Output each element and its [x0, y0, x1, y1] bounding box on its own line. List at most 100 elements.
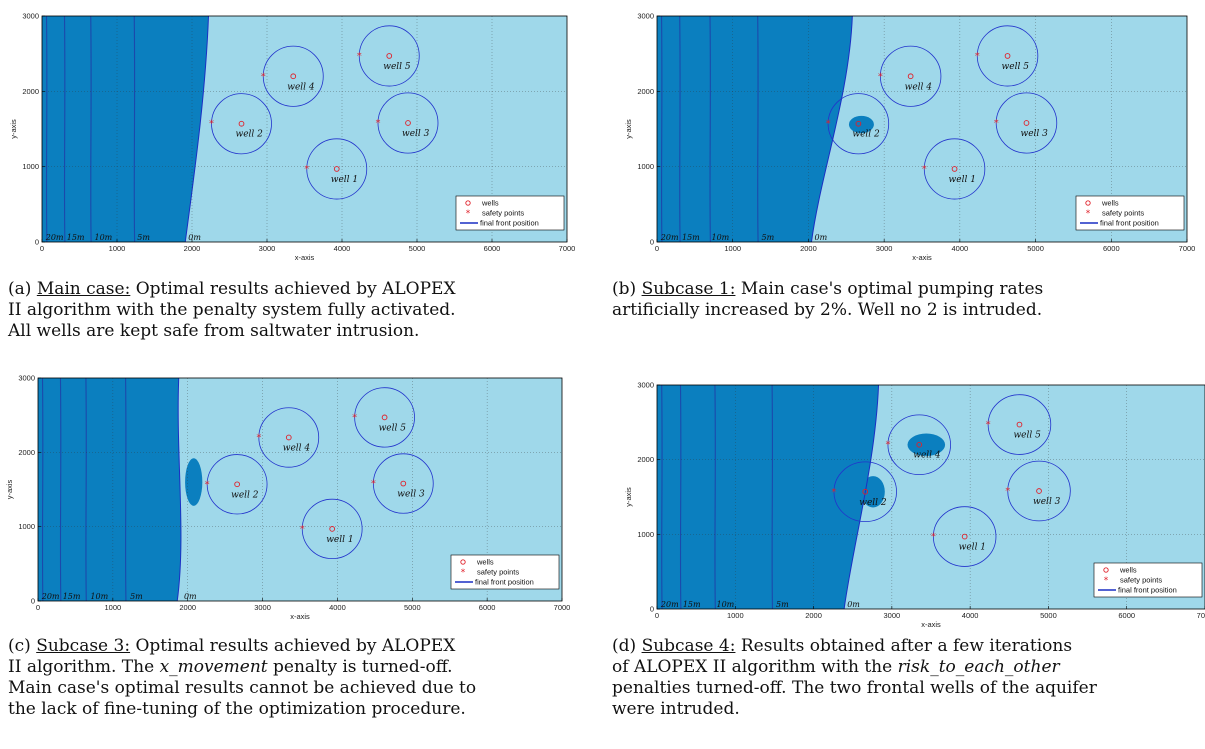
caption-line: were intruded.	[612, 699, 740, 719]
x-tick-label: 7000	[559, 244, 576, 253]
legend-safety-symbol: *	[1104, 576, 1109, 586]
x-tick-label: 3000	[876, 244, 893, 253]
well-label: well 5	[1002, 62, 1030, 72]
influence-circle	[987, 394, 1052, 455]
contour-label: 5m	[137, 233, 150, 242]
well-label: well 1	[959, 543, 986, 553]
influence-circle	[923, 138, 986, 200]
influence-circle	[827, 93, 890, 155]
y-axis-label: y-axis	[624, 119, 633, 139]
plot-frame	[37, 377, 563, 602]
legend-wells-symbol	[1085, 200, 1091, 206]
x-tick-label: 6000	[1103, 244, 1120, 253]
caption-line: Main case's optimal results cannot be ac…	[8, 678, 477, 698]
x-tick-label: 7000	[1197, 611, 1205, 620]
safety-point: *	[261, 71, 266, 82]
legend-front-label: final front position	[480, 219, 539, 228]
well-marker	[234, 481, 240, 488]
y-tick-label: 3000	[22, 12, 39, 21]
safety-point: *	[831, 487, 836, 498]
caption-case: Subcase 1:	[641, 279, 736, 299]
chart-a: well 1 well 2 well 3 well 4 well 5 * * * * * 20m 15…	[0, 8, 576, 263]
x-axis-label: x-axis	[295, 253, 315, 262]
y-axis-label: y-axis	[5, 479, 14, 499]
x-tick-label: 5000	[1027, 244, 1044, 253]
x-tick-label: 4000	[962, 611, 979, 620]
caption-line: (c) Subcase 3: Optimal results achieved …	[8, 636, 456, 656]
safety-point: *	[352, 412, 357, 423]
x-tick-label: 3000	[884, 611, 901, 620]
contour-label: 20m	[41, 592, 60, 601]
saltwater-zone	[657, 385, 879, 609]
contour-label: 15m	[67, 233, 85, 242]
chart-b-svg: well 1 well 2 well 3 well 4 well 5 * * * * * 20m 15…	[624, 12, 1196, 263]
x-tick-label: 7000	[1179, 244, 1196, 253]
caption-case: Main case:	[36, 279, 131, 299]
legend-safety-symbol: *	[461, 568, 466, 578]
contour-label: 15m	[63, 592, 81, 601]
legend-safety-symbol: *	[1086, 209, 1091, 219]
well-label: well 5	[383, 62, 411, 72]
x-tick-label: 2000	[800, 244, 817, 253]
saltwater-zone	[38, 378, 181, 601]
x-tick-label: 3000	[259, 244, 276, 253]
legend-wells-symbol	[465, 200, 471, 206]
influence-circle	[262, 45, 324, 107]
caption-case: Subcase 4:	[641, 636, 736, 656]
caption-line: All wells are kept safe from saltwater i…	[8, 321, 420, 341]
y-tick-label: 1000	[637, 530, 654, 539]
x-tick-label: 7000	[554, 603, 571, 612]
well-marker	[916, 441, 923, 448]
caption-line: the lack of fine-tuning of the optimizat…	[8, 699, 466, 719]
safety-point: *	[826, 119, 831, 130]
well-marker	[907, 73, 914, 80]
caption-line: II algorithm with the penalty system ful…	[8, 300, 456, 320]
final-front-line	[843, 385, 880, 609]
well-label: well 1	[331, 175, 358, 185]
well-marker	[961, 533, 968, 540]
well-marker	[1036, 488, 1042, 494]
well-marker	[1004, 53, 1011, 59]
y-tick-label: 0	[650, 238, 654, 247]
contour-label: 10m	[90, 592, 108, 601]
y-tick-label: 1000	[18, 522, 35, 531]
well-marker	[951, 166, 958, 172]
caption-line: artificially increased by 2%. Well no 2 …	[612, 300, 1043, 320]
contour-label: 15m	[683, 600, 701, 609]
well-marker	[405, 120, 411, 126]
well-label: well 5	[1013, 431, 1041, 441]
well-label: well 2	[859, 498, 887, 508]
safety-point: *	[1005, 486, 1010, 497]
caption-label: (c)	[8, 636, 37, 656]
x-tick-label: 3000	[254, 603, 271, 612]
well-label: well 4	[287, 82, 315, 92]
x-tick-label: 4000	[329, 603, 346, 612]
legend-safety-symbol: *	[466, 209, 471, 219]
well-marker	[400, 480, 407, 487]
safety-point: *	[304, 164, 309, 175]
chart-c: well 1 well 2 well 3 well 4 well 5 * * * * * 20m 15…	[0, 373, 575, 623]
well-marker	[1016, 421, 1023, 428]
caption-a: (a) Main case: Optimal results achieved …	[8, 279, 593, 342]
legend-safety-label: safety points	[1120, 576, 1162, 585]
caption-label: (d)	[612, 636, 642, 656]
well-marker	[855, 120, 862, 127]
safety-point: *	[300, 524, 305, 535]
caption-label: (a)	[8, 279, 37, 299]
safety-point: *	[986, 420, 991, 431]
contour-label: 20m	[45, 233, 64, 242]
contour-label: 20m	[660, 600, 679, 609]
influence-circle	[995, 92, 1058, 154]
influence-circle	[258, 407, 320, 468]
y-tick-label: 0	[35, 238, 39, 247]
well-marker	[285, 434, 292, 441]
well-marker	[333, 166, 340, 172]
x-tick-label: 6000	[479, 603, 496, 612]
contour-label: 10m	[95, 233, 113, 242]
caption-line: (d) Subcase 4: Results obtained after a …	[612, 636, 1073, 656]
influence-circle	[932, 506, 997, 567]
legend-wells-label: wells	[1119, 566, 1137, 575]
well-label: well 2	[236, 130, 264, 140]
